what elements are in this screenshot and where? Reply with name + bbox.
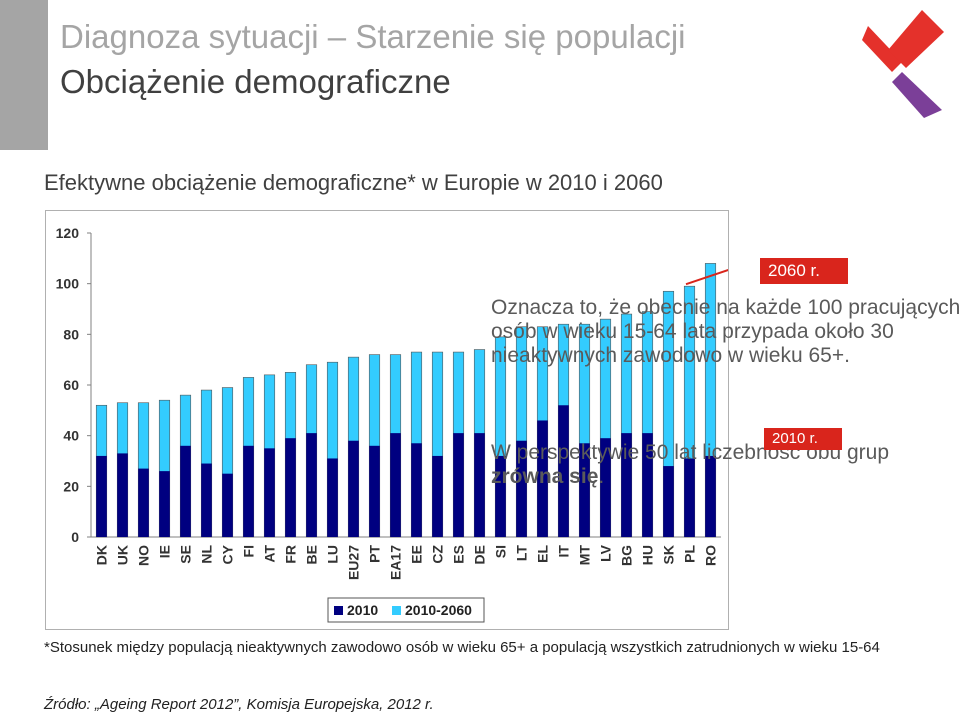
bar-2010 xyxy=(159,471,170,537)
source-note: Źródło: „Ageing Report 2012”, Komisja Eu… xyxy=(44,696,434,713)
bar-2010 xyxy=(243,445,254,537)
annotation-current: Oznacza to, że obecnie na każde 100 prac… xyxy=(491,296,960,367)
x-tick-label: IE xyxy=(157,545,173,558)
tag-2060: 2060 r. xyxy=(760,258,848,284)
chart-caption: Efektywne obciążenie demograficzne* w Eu… xyxy=(44,170,663,195)
x-tick-label: EA17 xyxy=(388,545,404,580)
slide-title: Diagnoza sytuacji – Starzenie się popula… xyxy=(60,18,686,55)
bar-2010 xyxy=(138,468,149,537)
x-tick-label: RO xyxy=(703,545,719,566)
x-tick-label: DK xyxy=(94,545,110,565)
x-tick-label: PL xyxy=(682,545,698,563)
bar-2010 xyxy=(180,445,191,537)
y-tick-label: 120 xyxy=(56,225,80,241)
bar-2010 xyxy=(474,433,485,537)
x-tick-label: SK xyxy=(661,545,677,564)
bar-2010 xyxy=(348,440,359,537)
y-tick-label: 100 xyxy=(56,276,80,292)
x-tick-label: MT xyxy=(577,545,593,566)
x-tick-label: FI xyxy=(241,545,257,557)
bar-2010 xyxy=(117,453,128,537)
title-accent-bar xyxy=(0,0,48,150)
x-tick-label: EU27 xyxy=(346,545,362,580)
x-tick-label: UK xyxy=(115,545,131,565)
annotation-future: W perspektywie 50 lat liczebność obu gru… xyxy=(491,441,960,489)
x-tick-label: LT xyxy=(514,545,530,562)
bar-2010 xyxy=(453,433,464,537)
x-tick-label: CZ xyxy=(430,545,446,564)
y-tick-label: 80 xyxy=(63,326,79,342)
bar-2010 xyxy=(684,458,695,537)
bar-2010 xyxy=(621,433,632,537)
x-tick-label: PT xyxy=(367,545,383,563)
footnote: *Stosunek między populacją nieaktywnych … xyxy=(44,639,880,656)
bar-2010 xyxy=(600,438,611,537)
logo-icon xyxy=(862,10,944,118)
bar-2010 xyxy=(558,405,569,537)
bar-2010 xyxy=(579,443,590,537)
bar-2010 xyxy=(537,420,548,537)
x-tick-label: ES xyxy=(451,545,467,564)
x-tick-label: LU xyxy=(325,545,341,564)
bar-2010 xyxy=(390,433,401,537)
x-tick-label: BE xyxy=(304,545,320,564)
x-tick-label: SE xyxy=(178,545,194,564)
bar-2010 xyxy=(432,455,443,537)
bar-2010 xyxy=(306,433,317,537)
legend-label-2060: 2010-2060 xyxy=(405,602,472,618)
legend-swatch-2060 xyxy=(392,606,401,615)
x-tick-label: NL xyxy=(199,545,215,564)
chart-container: 0 20 40 60 80 100 120 DK UK NO IE SE NL CY FI AT FR BE LU E… xyxy=(45,210,729,630)
pointer-line-2060 xyxy=(685,269,728,286)
x-tick-label: LV xyxy=(598,544,614,562)
x-tick-label: FR xyxy=(283,545,299,564)
y-tick-label: 20 xyxy=(63,478,79,494)
x-tick-label: EE xyxy=(409,545,425,564)
legend-box xyxy=(327,597,485,623)
legend-swatch-2010 xyxy=(334,606,343,615)
bar-2010 xyxy=(411,443,422,537)
x-tick-label: HU xyxy=(640,545,656,565)
y-tick-label: 60 xyxy=(63,377,79,393)
bar-2010 xyxy=(495,455,506,537)
y-tick-label: 0 xyxy=(71,529,79,545)
bar-2010 xyxy=(516,440,527,537)
bar-2010 xyxy=(264,448,275,537)
bar-2010 xyxy=(642,433,653,537)
annotation-future-bold: zrówna się xyxy=(491,465,599,488)
x-tick-label: SI xyxy=(493,545,509,558)
x-tick-label: NO xyxy=(136,545,152,566)
bar-2010 xyxy=(663,466,674,537)
bar-2010 xyxy=(705,455,716,537)
bar-2010 xyxy=(201,463,212,537)
x-tick-label: DE xyxy=(472,545,488,564)
bar-2010 xyxy=(285,438,296,537)
slide-subtitle-heading: Obciążenie demograficzne xyxy=(60,63,451,100)
bar-2010 xyxy=(96,455,107,537)
bar-chart: 0 20 40 60 80 100 120 DK UK NO IE SE NL CY FI AT FR BE LU E… xyxy=(56,225,728,623)
x-tick-label: CY xyxy=(220,544,236,564)
bar-2010 xyxy=(369,445,380,537)
legend-label-2010: 2010 xyxy=(347,602,378,618)
x-tick-label: AT xyxy=(262,545,278,563)
x-tick-label: IT xyxy=(556,545,572,558)
bar-2010 xyxy=(327,458,338,537)
tag-2010: 2010 r. xyxy=(764,428,842,450)
x-tick-label: BG xyxy=(619,545,635,566)
annotation-future-suffix: . xyxy=(598,465,605,488)
x-tick-label: EL xyxy=(535,545,551,563)
bar-2010 xyxy=(222,473,233,537)
y-tick-label: 40 xyxy=(63,428,79,444)
